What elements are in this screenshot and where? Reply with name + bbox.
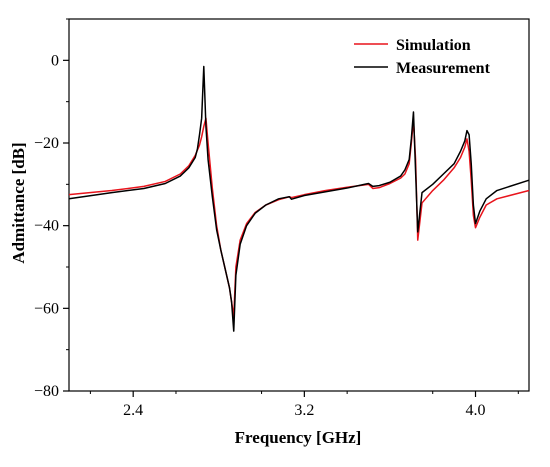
x-axis-title: Frequency [GHz] xyxy=(235,428,362,447)
series-layer xyxy=(68,65,530,332)
plot-area-border xyxy=(68,18,530,392)
series-line-measurement xyxy=(68,65,530,332)
y-axis-title: Admittance [dB] xyxy=(9,142,28,263)
x-tick-label: 3.2 xyxy=(294,402,314,419)
x-tick-label: 4.0 xyxy=(466,402,486,419)
ticks-layer: 2.4 3.2 4.0 0 −20 −40 −60 −80 xyxy=(34,18,519,419)
series-line-simulation xyxy=(68,117,530,318)
legend-label-measurement: Measurement xyxy=(396,60,491,77)
y-tick-label: −40 xyxy=(34,218,59,235)
y-tick-label: −60 xyxy=(34,300,59,317)
y-tick-label: −20 xyxy=(34,135,59,152)
legend-label-simulation: Simulation xyxy=(396,37,471,54)
legend: Simulation Measurement xyxy=(354,37,491,77)
y-tick-label: 0 xyxy=(51,52,59,69)
plot-frame xyxy=(68,18,530,392)
y-tick-label: −80 xyxy=(34,383,59,400)
x-tick-label: 2.4 xyxy=(123,402,143,419)
